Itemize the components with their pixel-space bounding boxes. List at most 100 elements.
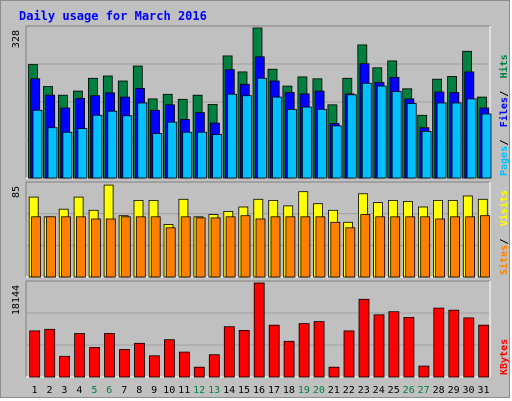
day-label-30: 30 [462, 385, 474, 396]
bar-kbytes-day-26 [403, 316, 415, 378]
bar-kbytes-day-7 [119, 349, 130, 378]
bar-sites-day-31 [480, 215, 490, 278]
bar-pages-day-27 [421, 130, 432, 179]
legend-separator: / [499, 238, 510, 244]
bar-kbytes-day-24 [373, 314, 385, 378]
day-label-28: 28 [433, 385, 445, 396]
bar-pages-day-24 [376, 85, 387, 179]
bar-sites-day-20 [315, 216, 326, 278]
bar-pages-day-21 [331, 125, 342, 179]
day-label-8: 8 [136, 385, 142, 396]
day-label-27: 27 [418, 385, 430, 396]
bar-sites-day-14 [225, 216, 236, 278]
bar-sites-day-30 [465, 216, 476, 278]
legend-label: Visits [498, 190, 510, 226]
bar-pages-day-7 [122, 115, 133, 179]
bar-sites-day-26 [405, 216, 416, 278]
legend-label: Pages [499, 146, 510, 176]
bar-sites-day-17 [270, 216, 281, 278]
bar-pages-day-14 [227, 93, 238, 179]
bar-kbytes-day-2 [44, 328, 56, 378]
bar-sites-day-21 [330, 221, 341, 278]
bar-kbytes-day-12 [193, 366, 205, 378]
chart-title: Daily usage for March 2016 [19, 9, 207, 23]
bar-kbytes-day-11 [178, 351, 190, 378]
bar-kbytes-day-5 [89, 347, 100, 378]
bar-kbytes-day-1 [29, 330, 41, 378]
day-label-31: 31 [477, 385, 489, 396]
legend-label: Hits [498, 54, 510, 78]
bar-sites-day-28 [435, 218, 446, 278]
legend-label: Files [498, 97, 510, 127]
bar-pages-day-28 [436, 102, 447, 179]
bar-kbytes-day-30 [463, 317, 475, 378]
bar-sites-day-1 [31, 216, 41, 278]
day-label-4: 4 [76, 385, 82, 396]
bar-pages-day-25 [391, 91, 402, 179]
bar-sites-day-15 [240, 215, 251, 278]
y-max-label: 328 [11, 30, 22, 48]
bar-kbytes-day-14 [223, 326, 235, 378]
bar-sites-day-8 [135, 216, 146, 278]
day-label-23: 23 [358, 385, 370, 396]
bar-kbytes-day-17 [268, 324, 280, 378]
bar-sites-day-16 [255, 218, 266, 278]
bar-pages-day-22 [346, 94, 357, 179]
bar-sites-day-6 [105, 218, 116, 278]
bar-pages-day-29 [451, 102, 462, 179]
bar-pages-day-20 [316, 109, 327, 179]
day-label-19: 19 [298, 385, 310, 396]
day-label-17: 17 [268, 385, 280, 396]
bar-kbytes-day-8 [134, 342, 145, 378]
bar-pages-day-18 [286, 109, 297, 179]
day-label-25: 25 [388, 385, 400, 396]
day-label-29: 29 [448, 385, 460, 396]
bar-sites-day-12 [195, 217, 206, 278]
day-label-3: 3 [61, 385, 67, 396]
bar-pages-day-19 [301, 106, 312, 179]
day-label-10: 10 [163, 385, 175, 396]
day-label-9: 9 [151, 385, 157, 396]
bar-pages-day-3 [62, 131, 73, 179]
bar-pages-day-4 [77, 128, 88, 179]
day-label-2: 2 [46, 385, 52, 396]
right-legend: KBytes [499, 339, 510, 375]
legend-separator: / [499, 91, 510, 97]
bar-kbytes-day-31 [478, 324, 490, 378]
panel-visits-sites: 85 Sites / Visits [11, 181, 510, 278]
bar-kbytes-day-3 [59, 355, 70, 378]
bar-pages-day-16 [257, 77, 267, 179]
bar-kbytes-day-6 [104, 333, 115, 378]
right-legend: Sites / Visits [498, 190, 510, 275]
bar-sites-day-27 [420, 216, 431, 278]
bar-sites-day-3 [61, 216, 71, 278]
bar-pages-day-31 [481, 113, 492, 179]
y-max-label: 18144 [11, 285, 22, 315]
bar-sites-day-24 [375, 216, 386, 278]
bar-sites-day-5 [91, 218, 101, 278]
bar-sites-day-10 [165, 227, 176, 278]
bar-pages-day-8 [137, 102, 148, 179]
bar-pages-day-26 [406, 103, 417, 179]
bar-kbytes-day-18 [283, 340, 295, 378]
day-label-26: 26 [403, 385, 415, 396]
day-label-14: 14 [223, 385, 235, 396]
bar-sites-day-9 [150, 216, 161, 278]
bar-sites-day-25 [390, 216, 401, 278]
bar-pages-day-10 [167, 121, 178, 179]
day-label-1: 1 [31, 385, 37, 396]
bar-sites-day-13 [210, 217, 221, 278]
day-label-11: 11 [178, 385, 190, 396]
bar-kbytes-day-9 [148, 355, 160, 378]
bar-pages-day-15 [242, 95, 252, 179]
bar-sites-day-19 [300, 216, 311, 278]
day-label-21: 21 [328, 385, 340, 396]
bar-sites-day-7 [120, 216, 131, 278]
day-label-24: 24 [373, 385, 385, 396]
day-label-18: 18 [283, 385, 295, 396]
bar-kbytes-day-10 [163, 339, 175, 378]
panel-kbytes: 18144 KBytes [11, 280, 510, 378]
bar-pages-day-2 [47, 127, 58, 179]
bar-pages-day-9 [152, 133, 163, 179]
